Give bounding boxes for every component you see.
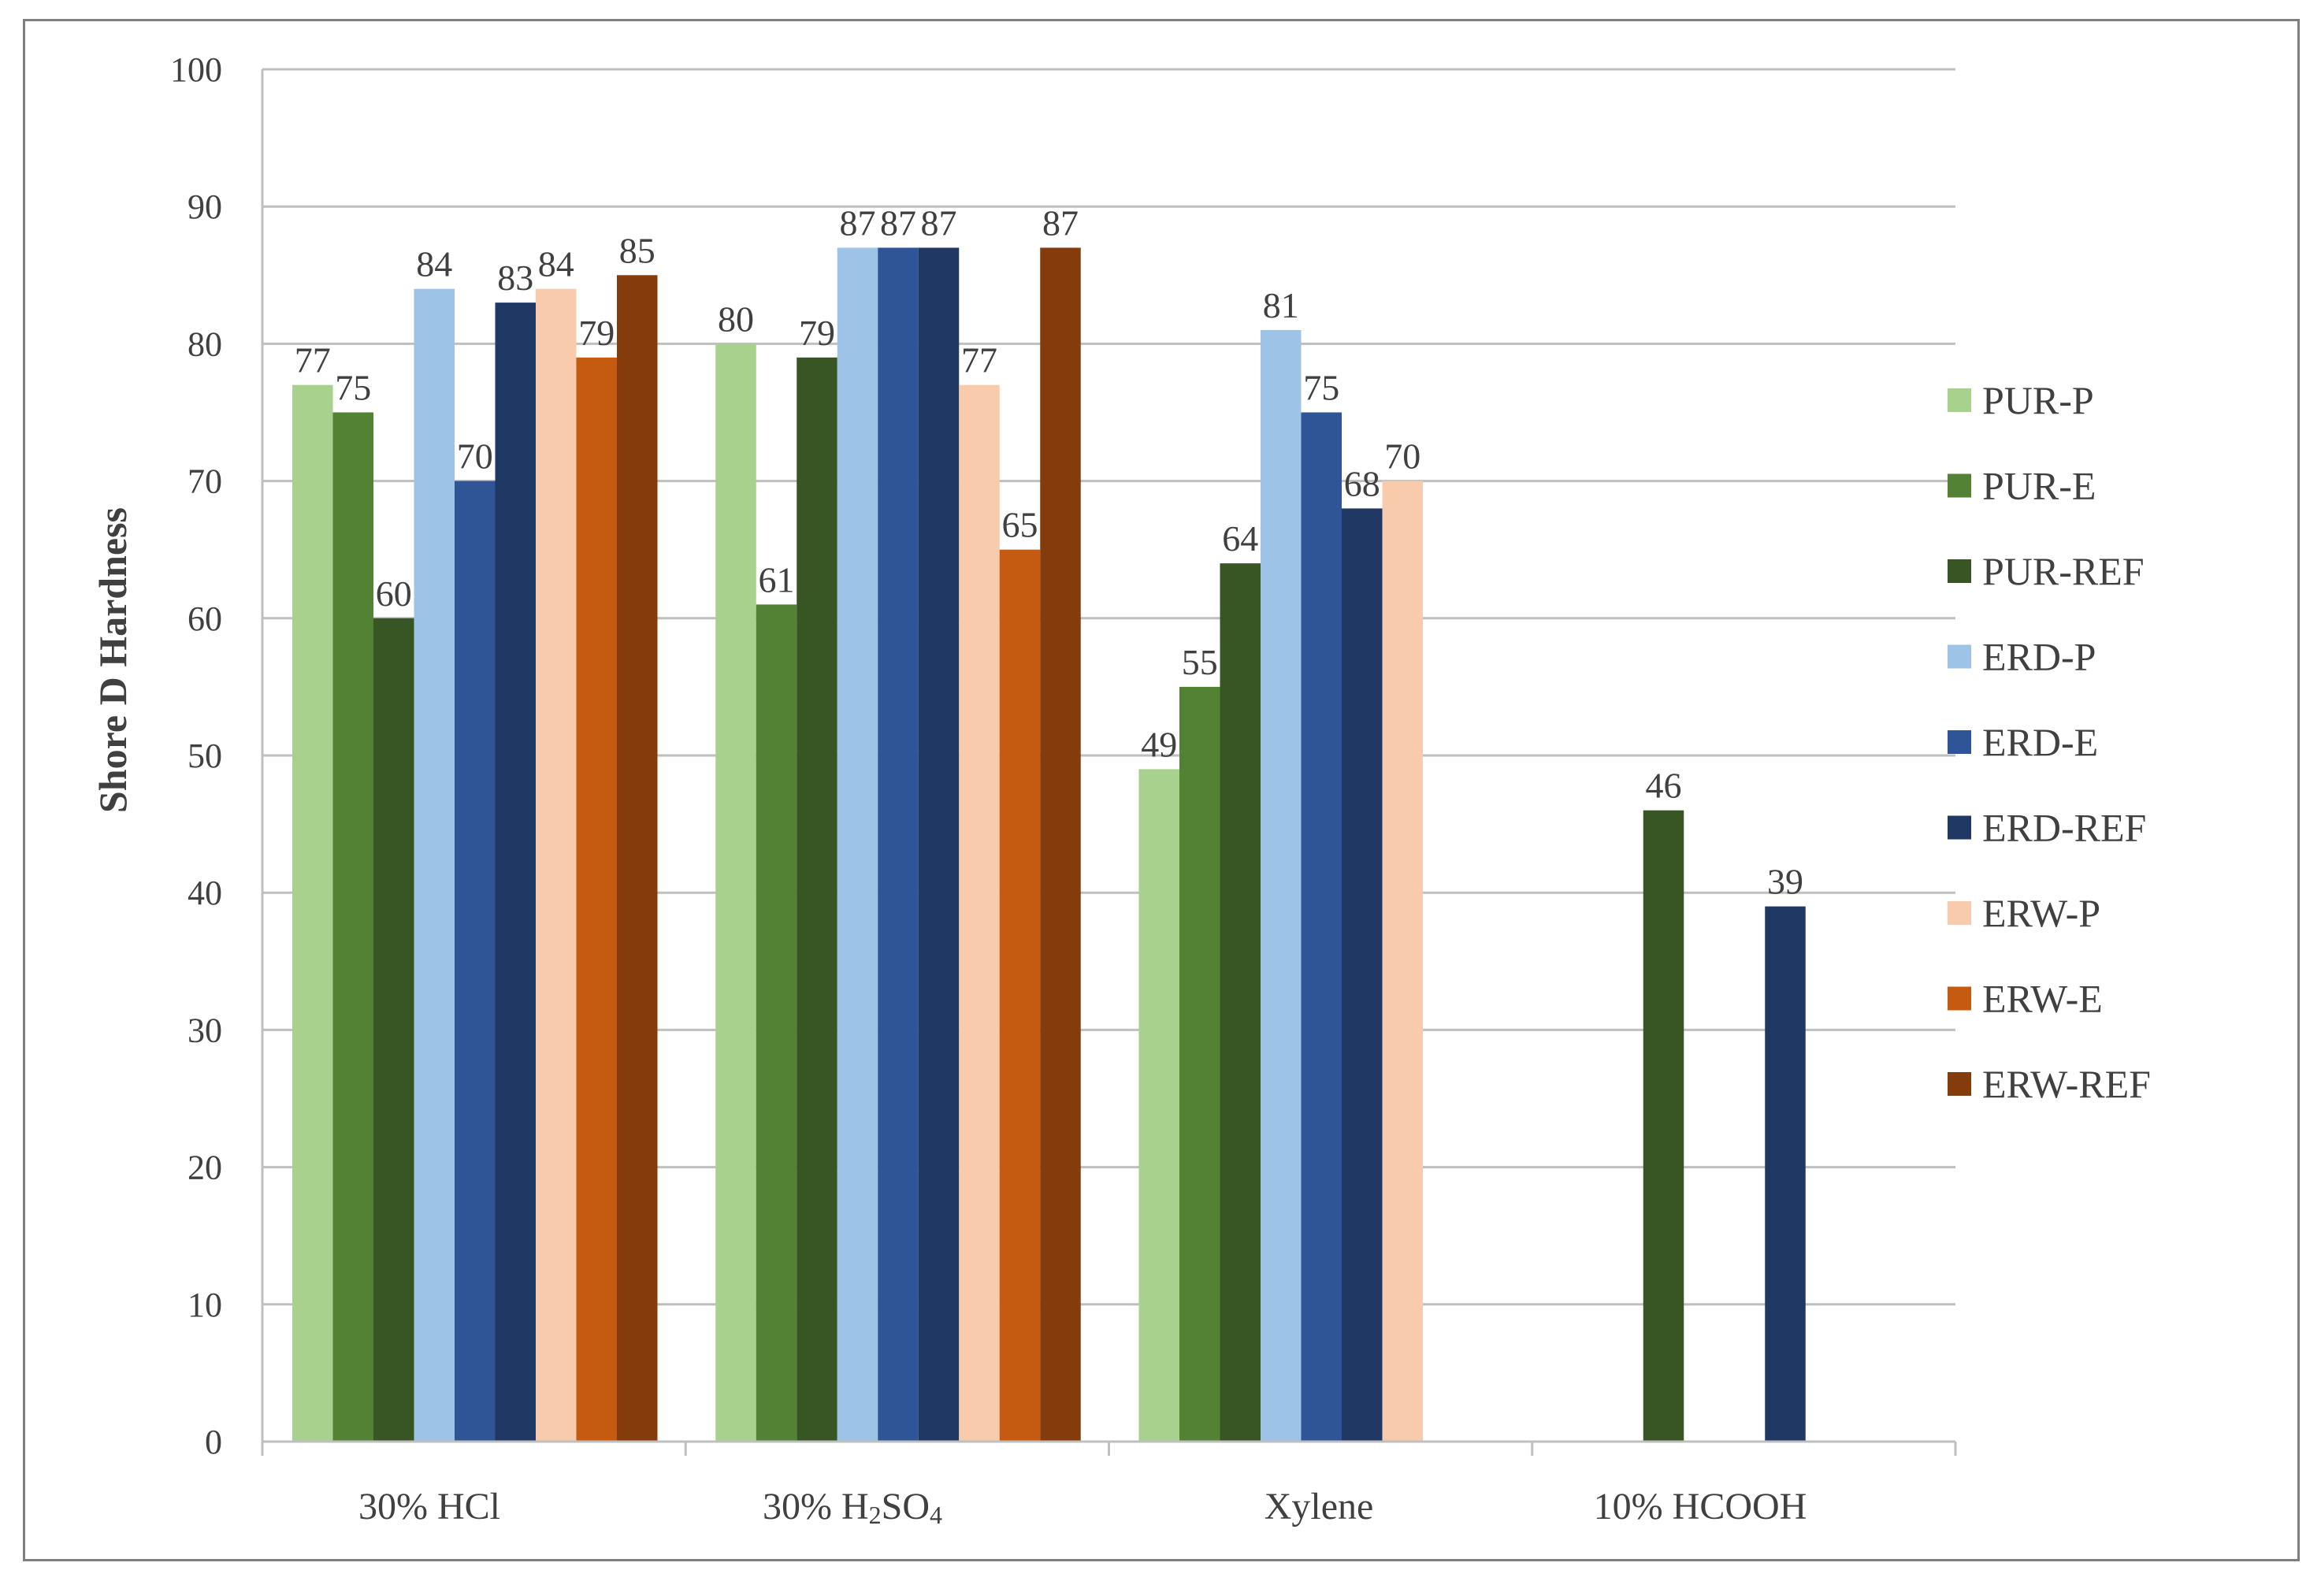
y-tick-label: 50 xyxy=(188,737,222,775)
bar-erd-ref xyxy=(495,302,536,1442)
x-category-label: 30% HCl xyxy=(358,1486,500,1527)
bar-pur-ref xyxy=(797,357,837,1442)
data-label: 61 xyxy=(759,559,795,599)
y-tick-label: 60 xyxy=(188,599,222,638)
data-label: 80 xyxy=(718,299,754,339)
data-label: 77 xyxy=(295,340,331,380)
data-label: 87 xyxy=(921,202,957,243)
data-label: 68 xyxy=(1344,463,1380,503)
data-label: 70 xyxy=(457,436,493,477)
bar-pur-e xyxy=(332,412,373,1442)
legend-label: PUR-REF xyxy=(1982,549,2145,593)
x-category-label: Xylene xyxy=(1264,1486,1374,1527)
bar-pur-e xyxy=(1179,686,1220,1442)
x-category-label: 30% H2SO4 xyxy=(763,1486,942,1529)
bar-erd-e xyxy=(455,481,496,1442)
bar-pur-ref xyxy=(1643,810,1684,1442)
bar-pur-ref xyxy=(1220,563,1261,1442)
data-label: 87 xyxy=(840,202,876,243)
bar-erd-ref xyxy=(918,247,960,1442)
data-label: 87 xyxy=(880,202,916,243)
legend-swatch xyxy=(1948,473,1971,498)
legend-swatch xyxy=(1948,730,1971,754)
bar-pur-p xyxy=(715,343,756,1442)
y-tick-label: 90 xyxy=(188,187,222,226)
data-label: 64 xyxy=(1222,518,1258,559)
legend-label: ERW-P xyxy=(1982,891,2100,935)
bar-pur-e xyxy=(756,604,797,1442)
bar-pur-p xyxy=(292,384,333,1442)
bar-pur-ref xyxy=(373,618,414,1442)
data-label: 70 xyxy=(1384,436,1420,477)
y-tick-label: 70 xyxy=(188,462,222,501)
legend-label: ERD-REF xyxy=(1982,806,2146,850)
y-tick-label: 20 xyxy=(188,1149,222,1187)
data-label: 84 xyxy=(416,244,452,284)
data-label: 75 xyxy=(1303,368,1339,408)
legend-swatch xyxy=(1948,815,1971,840)
data-label: 77 xyxy=(961,340,997,380)
legend-swatch xyxy=(1948,559,1971,583)
legend-swatch xyxy=(1948,1072,1971,1096)
bar-erw-ref xyxy=(1040,247,1081,1442)
bar-erd-p xyxy=(1261,329,1302,1442)
legend-label: ERW-E xyxy=(1982,977,2103,1021)
x-category-label: 10% HCOOH xyxy=(1594,1486,1807,1527)
legend-swatch xyxy=(1948,388,1971,412)
y-tick-label: 40 xyxy=(188,874,222,912)
y-tick-label: 80 xyxy=(188,325,222,363)
data-label: 84 xyxy=(538,244,574,284)
bar-erd-p xyxy=(414,288,455,1442)
bar-erw-p xyxy=(1382,481,1423,1442)
bar-erd-p xyxy=(837,247,878,1442)
legend-label: ERW-REF xyxy=(1982,1062,2151,1106)
data-label: 79 xyxy=(578,313,615,353)
y-tick-label: 0 xyxy=(205,1423,222,1461)
data-label: 49 xyxy=(1141,724,1177,764)
bars xyxy=(292,247,1806,1442)
data-label: 79 xyxy=(799,313,835,353)
bar-erw-p xyxy=(536,288,577,1442)
data-label: 65 xyxy=(1002,505,1038,545)
data-label: 85 xyxy=(619,230,655,270)
y-axis-title: Shore D Hardness xyxy=(91,507,135,813)
data-label: 83 xyxy=(497,258,533,298)
bar-erd-e xyxy=(1301,412,1342,1442)
legend-label: PUR-P xyxy=(1982,378,2094,422)
bar-erd-ref xyxy=(1765,906,1806,1442)
data-label: 55 xyxy=(1182,642,1218,682)
data-label: 81 xyxy=(1263,285,1299,325)
legend-label: PUR-E xyxy=(1982,464,2096,508)
bar-erw-ref xyxy=(617,275,658,1442)
legend-swatch xyxy=(1948,986,1971,1011)
bar-erd-ref xyxy=(1342,508,1383,1442)
legend-label: ERD-P xyxy=(1982,635,2096,679)
chart-frame xyxy=(23,19,2300,1561)
bar-pur-p xyxy=(1138,769,1179,1442)
data-label: 75 xyxy=(335,368,371,408)
data-label: 60 xyxy=(376,573,412,614)
y-tick-label: 30 xyxy=(188,1011,222,1049)
legend-label: ERD-E xyxy=(1982,720,2098,764)
data-label: 87 xyxy=(1042,202,1079,243)
y-tick-label: 100 xyxy=(170,50,222,89)
data-label: 39 xyxy=(1767,862,1803,902)
data-label: 46 xyxy=(1646,766,1682,806)
data-labels: 77 80 49 75 61 55 60 79 64 46 84 87 81 70 87 75 83 87 68 39… xyxy=(295,202,1803,901)
bar-erw-e xyxy=(999,549,1041,1442)
bar-erd-e xyxy=(878,247,919,1442)
legend-swatch xyxy=(1948,644,1971,669)
legend-swatch xyxy=(1948,901,1971,925)
bar-erw-p xyxy=(959,384,1000,1442)
axes: 0 10 20 30 40 50 60 70 80 90 100 30% HCl 30% H2SO4 Xy… xyxy=(170,50,1957,1529)
y-tick-label: 10 xyxy=(188,1286,222,1324)
bar-erw-e xyxy=(576,357,617,1442)
legend: PUR-P PUR-E PUR-REF ERD-P ERD-E ERD-REF ERW-P E… xyxy=(1948,378,2151,1106)
